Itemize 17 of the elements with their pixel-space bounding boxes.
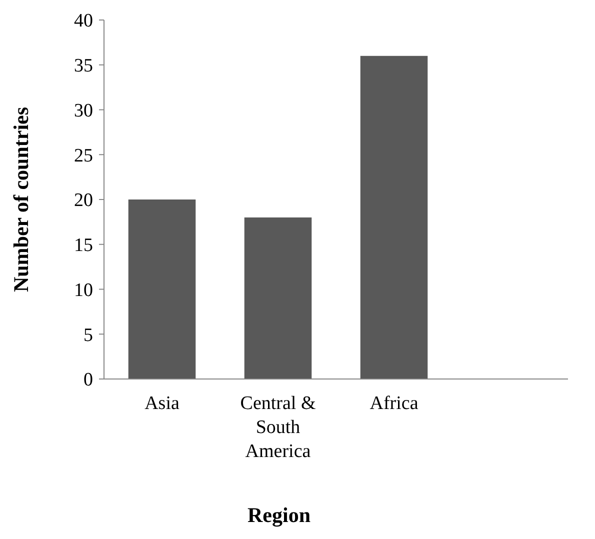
x-axis-title: Region [248, 503, 311, 527]
y-tick-label: 25 [74, 145, 93, 166]
y-tick-label: 10 [74, 280, 93, 301]
y-tick-label: 15 [74, 235, 93, 256]
x-tick-label: Africa [370, 393, 419, 414]
x-tick-label: Central & South America [240, 393, 316, 462]
y-tick-label: 5 [84, 324, 93, 346]
y-tick-label: 35 [74, 56, 93, 77]
y-tick-label: 20 [74, 190, 93, 212]
x-tick-label: Asia [144, 393, 180, 414]
bar [128, 200, 196, 379]
y-tick-label: 40 [74, 10, 93, 32]
y-tick-label: 0 [84, 370, 93, 391]
bar [360, 56, 428, 379]
y-axis-title: Number of countries [9, 106, 33, 292]
bar [244, 217, 312, 379]
y-tick-label: 30 [74, 100, 93, 122]
